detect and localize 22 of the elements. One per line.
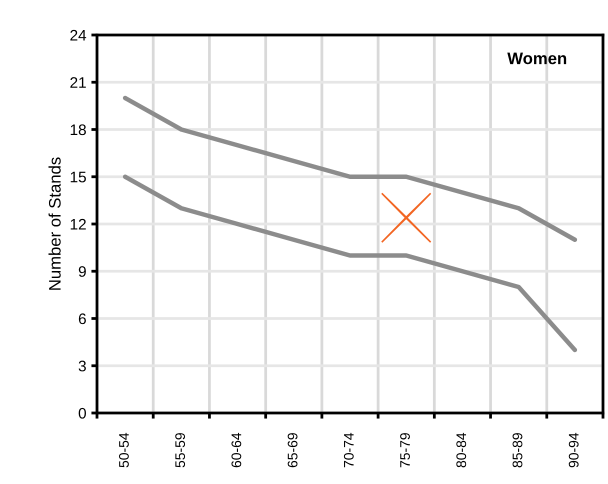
x-tick-label: 60-64 — [231, 432, 242, 468]
x-tick-label: 75-79 — [400, 433, 410, 468]
y-tick-label: 0 — [78, 408, 86, 419]
y-tick-label: 6 — [78, 313, 86, 324]
y-tick-label: 9 — [78, 266, 86, 277]
y-tick-label: 24 — [70, 30, 86, 41]
x-tick-label: 65-69 — [288, 433, 298, 468]
y-tick-label: 3 — [78, 360, 86, 372]
line-series — [122, 96, 578, 242]
y-tick-label: 15 — [70, 172, 86, 182]
x-tick-label: 50-54 — [119, 432, 129, 468]
y-tick-label: 21 — [70, 77, 86, 88]
line-series — [122, 174, 578, 352]
x-tick-label: 80-84 — [456, 432, 466, 468]
x-tick-label: 90-94 — [568, 432, 579, 468]
y-axis-title: Number of Stands — [48, 157, 61, 290]
text: Women — [507, 52, 566, 64]
y-tick-label: 12 — [70, 218, 86, 230]
y-tick-label: 18 — [70, 124, 86, 136]
x-tick-label: 70-74 — [344, 432, 354, 468]
x-tick-label: 55-59 — [175, 433, 186, 468]
x-tick-label: 85-89 — [512, 433, 522, 468]
